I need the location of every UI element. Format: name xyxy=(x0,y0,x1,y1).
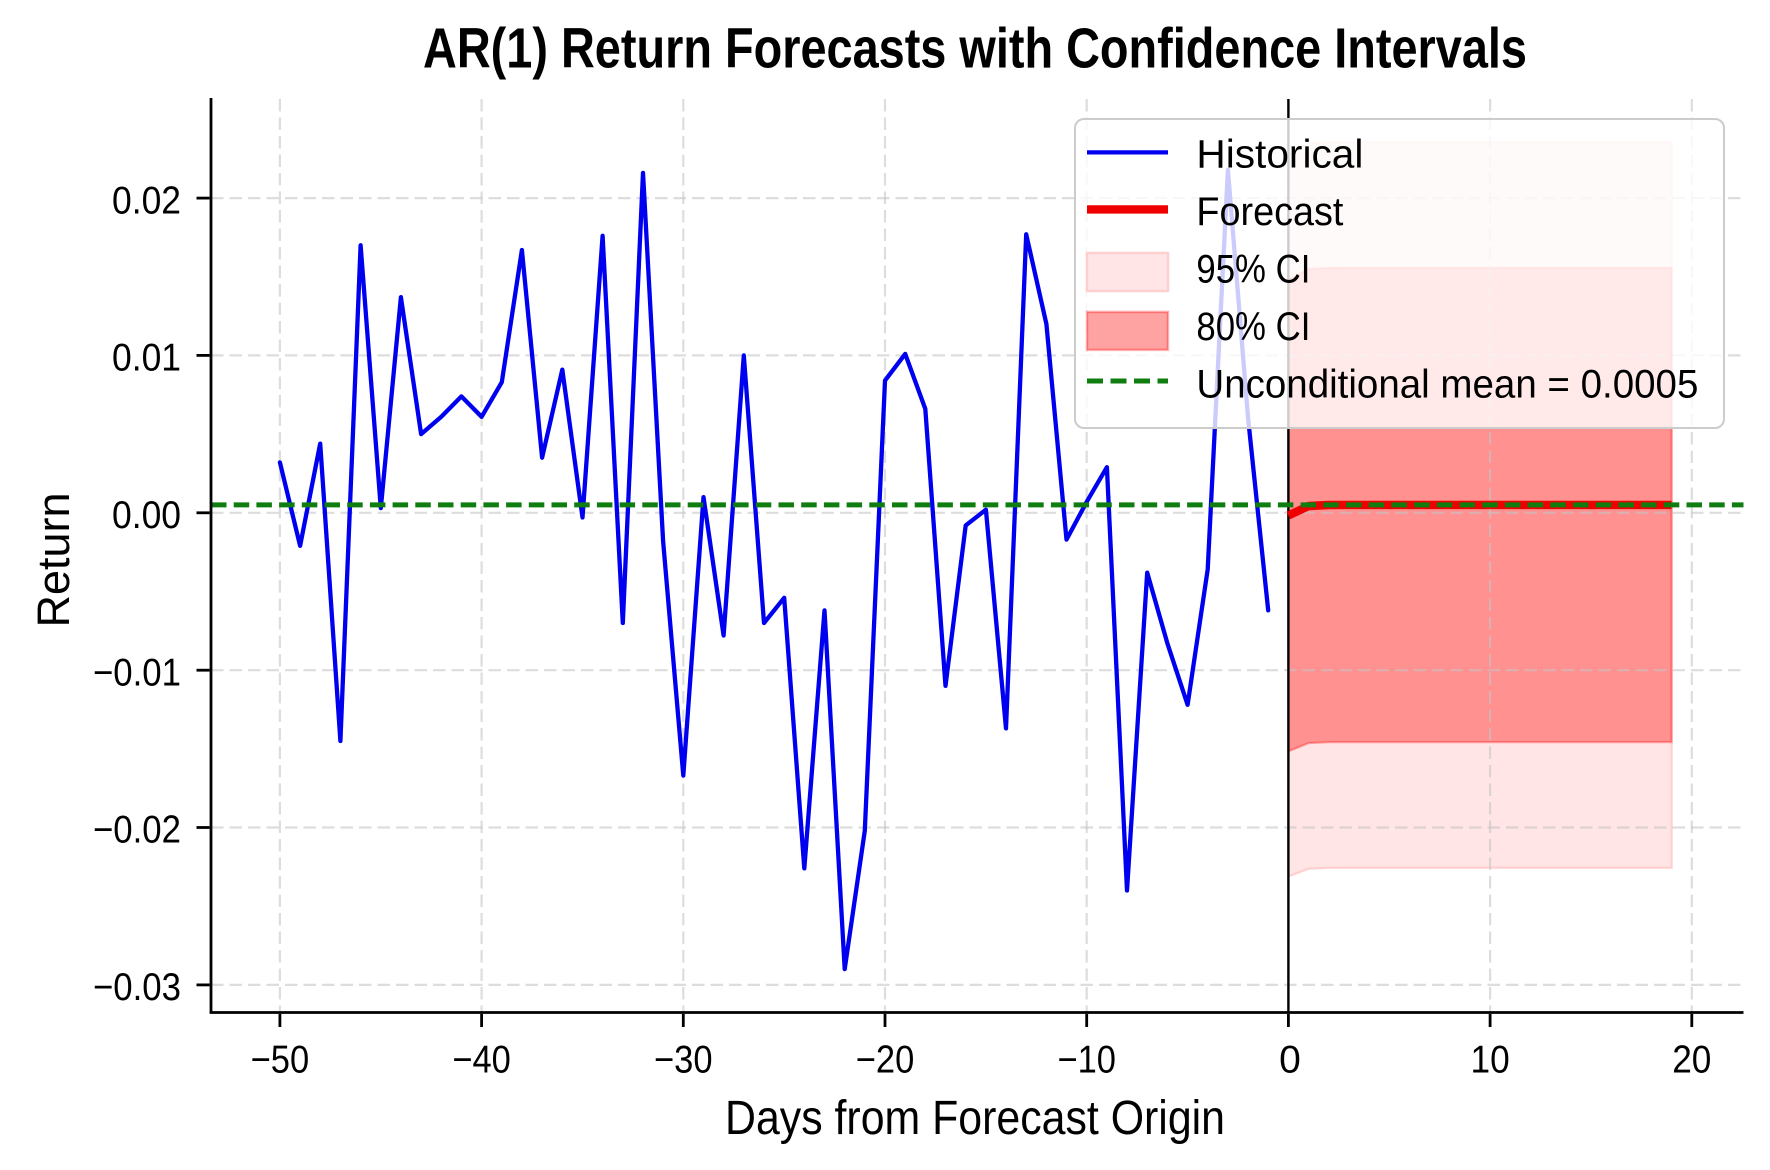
svg-text:Historical: Historical xyxy=(1196,133,1363,177)
svg-text:Unconditional mean = 0.0005: Unconditional mean = 0.0005 xyxy=(1196,363,1698,407)
svg-text:Forecast: Forecast xyxy=(1196,190,1343,234)
svg-text:−40: −40 xyxy=(452,1039,511,1082)
svg-text:AR(1) Return Forecasts with Co: AR(1) Return Forecasts with Confidence I… xyxy=(423,16,1527,80)
svg-text:10: 10 xyxy=(1471,1039,1510,1082)
svg-text:Return: Return xyxy=(28,492,79,627)
svg-text:−20: −20 xyxy=(856,1039,915,1082)
svg-text:−0.03: −0.03 xyxy=(93,966,181,1009)
svg-text:0.00: 0.00 xyxy=(112,494,181,537)
svg-text:−50: −50 xyxy=(251,1039,310,1082)
svg-text:0.02: 0.02 xyxy=(112,179,181,222)
svg-text:80% CI: 80% CI xyxy=(1196,305,1310,349)
svg-text:−10: −10 xyxy=(1057,1039,1116,1082)
svg-text:95% CI: 95% CI xyxy=(1196,248,1310,292)
svg-text:−30: −30 xyxy=(654,1039,713,1082)
svg-text:−0.02: −0.02 xyxy=(93,809,181,852)
svg-text:Days from Forecast Origin: Days from Forecast Origin xyxy=(725,1092,1225,1145)
svg-text:20: 20 xyxy=(1672,1039,1711,1082)
svg-text:0.01: 0.01 xyxy=(112,337,181,380)
svg-text:0: 0 xyxy=(1279,1039,1301,1082)
svg-text:−0.01: −0.01 xyxy=(93,651,181,694)
